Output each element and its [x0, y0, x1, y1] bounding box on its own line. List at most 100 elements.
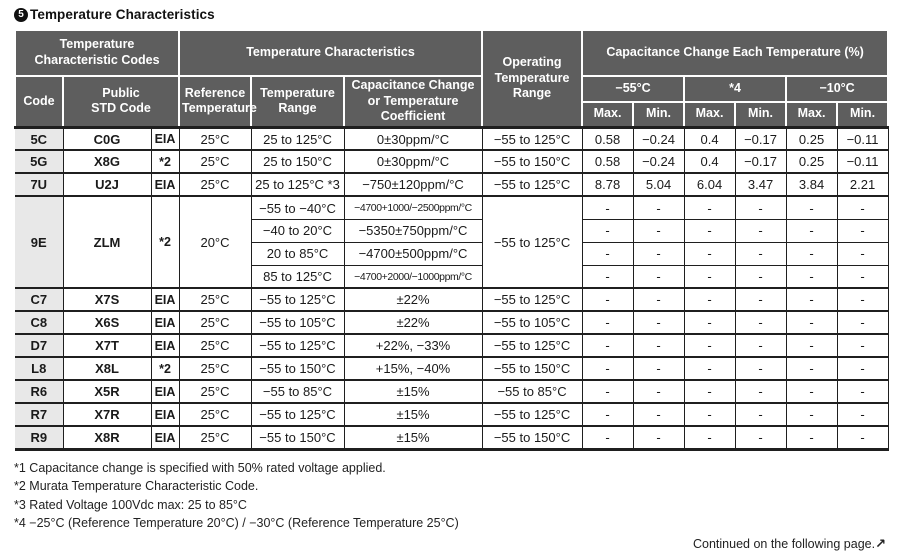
cell-temperature-range: −55 to 150°C	[250, 356, 345, 381]
cell-cap-change-value: -	[683, 218, 736, 243]
table-row: R7 X7R EIA 25°C −55 to 125°C ±15% −55 to 125°C…	[15, 402, 889, 427]
cell-cap-change-value: -	[632, 218, 685, 243]
cell-cap-change-value: −0.24	[632, 125, 685, 151]
cell-code: R9	[15, 425, 64, 450]
header-max: Max.	[683, 100, 737, 129]
cell-cap-change-value: −0.17	[734, 125, 787, 151]
cell-reference-temperature: 25°C	[178, 333, 252, 358]
cell-reference-temperature: 25°C	[178, 172, 252, 197]
table-row: 5G X8G *2 25°C 25 to 150°C 0±30ppm/°C −55 to 1…	[15, 149, 889, 174]
cell-cap-change-value: -	[581, 356, 634, 381]
table-row: R6 X5R EIA 25°C −55 to 85°C ±15% −55 to 85°C - -…	[15, 379, 889, 404]
cell-reference-temperature: 25°C	[178, 310, 252, 335]
table-header: Temperature Characteristic Codes Temperat…	[14, 28, 890, 129]
cell-cap-change-value: -	[836, 195, 889, 220]
header-code: Code	[14, 74, 64, 129]
header-min: Min.	[632, 100, 686, 129]
cell-code: 5G	[15, 149, 64, 174]
cell-std-qualifier: *2	[150, 149, 180, 174]
cell-std-qualifier: EIA	[150, 425, 180, 450]
table-row: 7U U2J EIA 25°C 25 to 125°C *3 −750±120ppm/°C…	[15, 172, 889, 197]
cell-cap-change-value: -	[632, 425, 685, 450]
cell-public-std-code: X5R	[62, 379, 152, 404]
cell-operating-temp-range: −55 to 150°C	[481, 356, 583, 381]
cell-cap-change-value: -	[785, 310, 838, 335]
cell-code: C8	[15, 310, 64, 335]
cell-cap-change-value: -	[785, 287, 838, 312]
temperature-characteristics-table: Temperature Characteristic Codes Temperat…	[14, 28, 890, 451]
cell-temperature-range: 25 to 125°C *3	[250, 172, 345, 197]
cell-cap-change-value: -	[836, 333, 889, 358]
cell-cap-change-value: -	[581, 195, 634, 220]
table-row: Code Public STD Code Reference Temperature…	[14, 74, 890, 129]
cell-cap-change-value: 8.78	[581, 172, 634, 197]
cell-cap-change-value: -	[785, 402, 838, 427]
header-max: Max.	[581, 100, 635, 129]
cell-operating-temp-range: −55 to 150°C	[481, 149, 583, 174]
cell-cap-change-value: -	[683, 333, 736, 358]
table-row: D7 X7T EIA 25°C −55 to 125°C +22%, −33% −55 to…	[15, 333, 889, 358]
cell-cap-change-value: -	[632, 310, 685, 335]
cell-reference-temperature: 25°C	[178, 287, 252, 312]
cell-cap-change-value: -	[581, 287, 634, 312]
cell-cap-change-coeff: ±15%	[343, 402, 483, 427]
cell-cap-change-coeff: ±15%	[343, 379, 483, 404]
cell-std-qualifier: EIA	[150, 125, 180, 151]
cell-cap-change-value: 0.4	[683, 125, 736, 151]
header-temperature-range: Temperature Range	[250, 74, 345, 129]
cell-cap-change-coeff: ±22%	[343, 310, 483, 335]
cell-temperature-range: 20 to 85°C	[250, 241, 345, 266]
header-operating-temp-range: Operating Temperature Range	[481, 28, 584, 129]
cell-public-std-code: X8R	[62, 425, 152, 450]
cell-cap-change-value: -	[836, 218, 889, 243]
table-row: C8 X6S EIA 25°C −55 to 105°C ±22% −55 to 105°C…	[15, 310, 889, 335]
cell-cap-change-value: -	[632, 287, 685, 312]
cell-reference-temperature: 25°C	[178, 125, 252, 151]
cell-cap-change-value: -	[734, 379, 787, 404]
cell-cap-change-coeff: +15%, −40%	[343, 356, 483, 381]
header-max: Max.	[785, 100, 839, 129]
cell-temperature-range: 25 to 150°C	[250, 149, 345, 174]
cell-cap-change-value: -	[734, 264, 787, 289]
cell-public-std-code: X7S	[62, 287, 152, 312]
cell-cap-change-value: -	[581, 241, 634, 266]
cell-code: 9E	[15, 195, 64, 289]
cell-code: R6	[15, 379, 64, 404]
cell-cap-change-value: -	[683, 310, 736, 335]
cell-cap-change-value: -	[836, 402, 889, 427]
cell-cap-change-value: -	[734, 195, 787, 220]
cell-reference-temperature: 25°C	[178, 379, 252, 404]
cell-cap-change-coeff: −4700+1000/−2500ppm/°C	[343, 195, 483, 220]
cell-cap-change-value: 3.47	[734, 172, 787, 197]
table-row: −40 to 20°C −5350±750ppm/°C - - - - - -	[15, 218, 889, 243]
cell-cap-change-value: -	[785, 241, 838, 266]
cell-reference-temperature: 20°C	[178, 195, 252, 289]
cell-std-qualifier: EIA	[150, 287, 180, 312]
cell-cap-change-value: 0.4	[683, 149, 736, 174]
cell-cap-change-value: −0.11	[836, 149, 889, 174]
header-star4: *4	[683, 75, 788, 103]
cell-cap-change-value: -	[836, 241, 889, 266]
cell-cap-change-value: -	[632, 241, 685, 266]
table-row: R9 X8R EIA 25°C −55 to 150°C ±15% −55 to 150°C…	[15, 425, 889, 450]
table-row: Temperature Characteristic Codes Temperat…	[14, 28, 890, 129]
footnote-2: *2 Murata Temperature Characteristic Cod…	[14, 479, 259, 494]
cell-std-qualifier: EIA	[150, 310, 180, 335]
cell-cap-change-value: -	[581, 218, 634, 243]
cell-cap-change-value: -	[734, 241, 787, 266]
cell-cap-change-value: -	[683, 379, 736, 404]
cell-cap-change-value: -	[683, 195, 736, 220]
cell-cap-change-value: -	[836, 425, 889, 450]
cell-cap-change-value: 2.21	[836, 172, 889, 197]
cell-cap-change-value: 0.58	[581, 125, 634, 151]
table-row: C7 X7S EIA 25°C −55 to 125°C ±22% −55 to 125°C…	[15, 287, 889, 312]
cell-operating-temp-range: −55 to 125°C	[481, 125, 583, 151]
cell-operating-temp-range: −55 to 105°C	[481, 310, 583, 335]
cell-cap-change-value: -	[581, 379, 634, 404]
cell-temperature-range: −55 to −40°C	[250, 195, 345, 220]
cell-cap-change-value: -	[836, 356, 889, 381]
table-row: 9E ZLM *2 20°C −55 to −40°C −4700+1000/−2500p…	[15, 195, 889, 289]
cell-reference-temperature: 25°C	[178, 402, 252, 427]
cell-cap-change-value: -	[581, 264, 634, 289]
cell-cap-change-value: -	[683, 287, 736, 312]
